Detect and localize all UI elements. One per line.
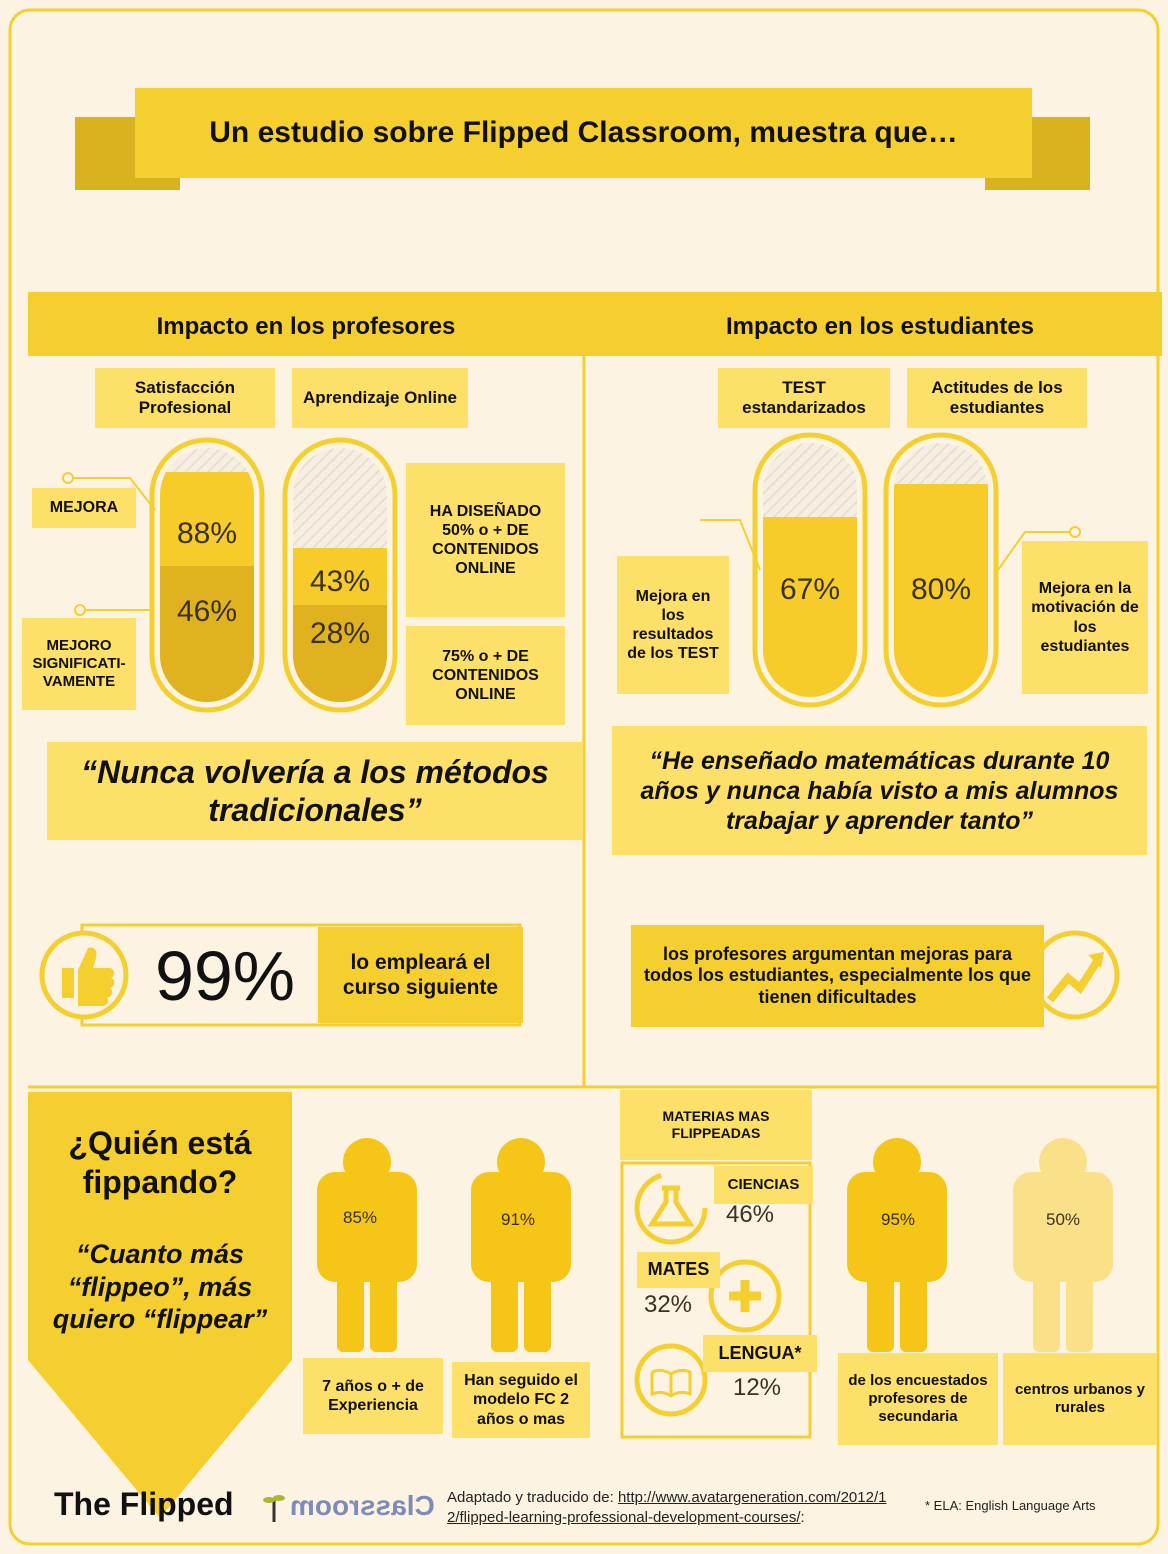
figure-value: 50% <box>1045 1210 1081 1229</box>
connector <box>62 472 1081 616</box>
gauge-value: 88% <box>176 517 238 550</box>
logo: The Flipped <box>54 1486 234 1522</box>
person-icon <box>471 1138 571 1352</box>
title: Un estudio sobre Flipped Classroom, mues… <box>209 116 958 149</box>
frame <box>8 8 1160 1546</box>
gauge-value: 28% <box>309 617 371 650</box>
source: Adaptado y traducido de: http://www.avat… <box>447 1488 887 1527</box>
stat-value: 99% <box>154 937 296 1015</box>
pill <box>883 432 999 708</box>
growth-icon <box>1088 952 1104 968</box>
gauge-label: Aprendizaje Online <box>292 368 468 428</box>
stat-text: los profesores argumentan mejoras para t… <box>631 925 1044 1027</box>
pill <box>149 437 265 713</box>
logo-icon <box>263 1495 285 1522</box>
gauge-value: 46% <box>176 595 238 628</box>
person-icon <box>1013 1138 1113 1352</box>
gauge-label: Actitudes de los estudiantes <box>907 368 1087 428</box>
figure-caption: 7 años o + de Experiencia <box>303 1358 443 1434</box>
gauge-label: Satisfacción Profesional <box>95 368 275 428</box>
who-title: ¿Quién está fippando? <box>68 1125 252 1200</box>
subjects-frame <box>620 1161 812 1439</box>
callout: MEJORO SIGNIFICATI-VAMENTE <box>22 618 136 710</box>
logo: Classroom <box>290 1490 435 1521</box>
callout: 75% o + DE CONTENIDOS ONLINE <box>406 626 565 725</box>
source-suffix: : <box>800 1508 805 1526</box>
subject-name: LENGUA* <box>703 1335 817 1372</box>
section-bar <box>28 292 1162 356</box>
thumb-icon <box>62 947 115 1006</box>
figure-value: 95% <box>880 1210 916 1229</box>
stat-text: lo empleará el curso siguiente <box>318 927 523 1023</box>
quote: “Nunca volvería a los métodos tradiciona… <box>47 742 583 840</box>
person-icon <box>317 1138 417 1352</box>
section-heading: Impacto en los profesores <box>156 312 456 340</box>
subject-value: 12% <box>732 1374 782 1401</box>
gauge-value: 43% <box>309 565 371 598</box>
growth-icon <box>1046 957 1102 1003</box>
subjects-title: MATERIAS MAS FLIPPEADAS <box>620 1090 812 1160</box>
section-heading: Impacto en los estudiantes <box>725 312 1035 340</box>
pill <box>282 437 398 713</box>
growth-icon <box>1030 930 1120 1020</box>
pill <box>752 432 868 708</box>
banner <box>135 88 1032 178</box>
callout: MEJORA <box>32 488 136 528</box>
subject-name: CIENCIAS <box>714 1166 813 1204</box>
figure-value: 91% <box>500 1210 536 1229</box>
source-link[interactable]: http://www.avatargeneration.com/2012/12/… <box>447 1489 887 1526</box>
person-icon <box>847 1138 947 1352</box>
quote: “He enseñado matemáticas durante 10 años… <box>612 726 1147 855</box>
callout: Mejora en la motivación de los estudiant… <box>1022 541 1148 694</box>
source-prefix: Adaptado y traducido de: <box>447 1489 614 1506</box>
gauge-value: 67% <box>779 573 841 606</box>
figure-caption: Han seguido el modelo FC 2 años o mas <box>452 1362 590 1438</box>
subject-value: 46% <box>725 1201 775 1228</box>
figure-value: 85% <box>342 1208 378 1227</box>
who-quote: “Cuanto más “flippeo”, más quiero “flipp… <box>52 1239 268 1335</box>
callout: HA DISEÑADO 50% o + DE CONTENIDOS ONLINE <box>406 463 565 617</box>
gauge-label: TEST estandarizados <box>718 368 890 428</box>
logo-sprout <box>263 1490 285 1530</box>
arrow-panel <box>28 1092 292 1518</box>
gauge-value: 80% <box>910 573 972 606</box>
figure-caption: de los encuestados profesores de secunda… <box>838 1353 998 1445</box>
footnote: * ELA: English Language Arts <box>925 1498 1096 1513</box>
figure-caption: centros urbanos y rurales <box>1003 1353 1157 1445</box>
subject-value: 32% <box>643 1291 693 1318</box>
callout: Mejora en los resultados de los TEST <box>617 556 729 694</box>
subject-icon <box>634 1171 782 1417</box>
subject-name: MATES <box>637 1252 720 1288</box>
